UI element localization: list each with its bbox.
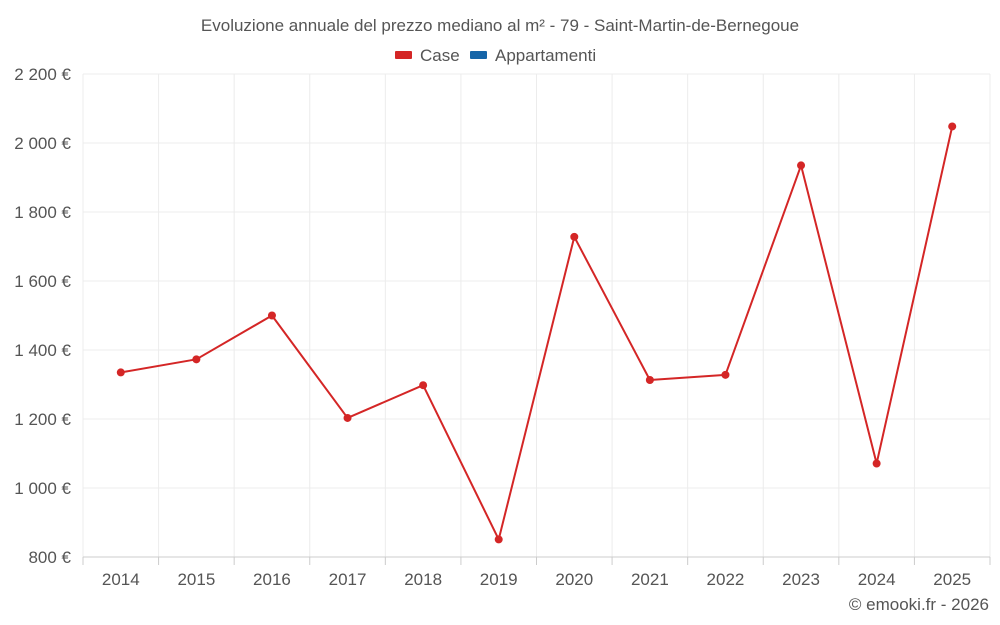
series-lines (120, 126, 954, 541)
x-tick-label: 2024 (858, 570, 896, 589)
y-tick-label: 1 800 € (14, 203, 71, 222)
data-point[interactable] (192, 355, 201, 364)
y-axis-labels: 800 € 1 000 € 1 200 € 1 400 € 1 600 € 1 800 €… (14, 65, 71, 567)
x-axis-labels: 2014 2015 2016 2017 2018 2019 2020 2021 2022 2023… (102, 570, 971, 589)
legend-label-appartamenti: Appartamenti (495, 46, 596, 65)
chart-title: Evoluzione annuale del prezzo mediano al… (201, 16, 799, 35)
x-tick-label: 2023 (782, 570, 820, 589)
credit-text: © emooki.fr - 2026 (849, 595, 989, 614)
y-gridlines (83, 73, 990, 489)
data-point[interactable] (948, 122, 957, 131)
data-point[interactable] (343, 413, 352, 422)
legend-swatch-case (395, 51, 412, 59)
legend-item-case[interactable]: Case (395, 46, 460, 65)
x-tick-label: 2014 (102, 570, 140, 589)
x-tick-label: 2015 (177, 570, 215, 589)
y-tick-label: 800 € (28, 548, 71, 567)
data-point[interactable] (721, 370, 730, 379)
series-line-case (120, 126, 954, 541)
legend: Case Appartamenti (395, 46, 596, 65)
legend-label-case: Case (420, 46, 460, 65)
data-point[interactable] (872, 459, 881, 468)
x-axis (82, 556, 991, 565)
data-point[interactable] (267, 311, 276, 320)
series-points (116, 122, 957, 544)
legend-item-appartamenti[interactable]: Appartamenti (470, 46, 596, 65)
x-tick-label: 2022 (707, 570, 745, 589)
data-point[interactable] (570, 232, 579, 241)
data-point[interactable] (797, 161, 806, 170)
data-point[interactable] (645, 376, 654, 385)
y-tick-label: 2 000 € (14, 134, 71, 153)
y-tick-label: 1 000 € (14, 479, 71, 498)
x-tick-label: 2016 (253, 570, 291, 589)
data-point[interactable] (116, 368, 125, 377)
y-tick-label: 1 400 € (14, 341, 71, 360)
y-tick-label: 1 200 € (14, 410, 71, 429)
y-tick-label: 2 200 € (14, 65, 71, 84)
x-tick-label: 2021 (631, 570, 669, 589)
x-tick-label: 2025 (933, 570, 971, 589)
legend-swatch-appartamenti (470, 51, 487, 59)
x-tick-label: 2020 (555, 570, 593, 589)
y-tick-label: 1 600 € (14, 272, 71, 291)
x-tick-label: 2018 (404, 570, 442, 589)
x-tick-label: 2017 (329, 570, 367, 589)
x-gridlines (82, 74, 991, 557)
data-point[interactable] (419, 381, 428, 390)
data-point[interactable] (494, 535, 503, 544)
x-tick-label: 2019 (480, 570, 518, 589)
